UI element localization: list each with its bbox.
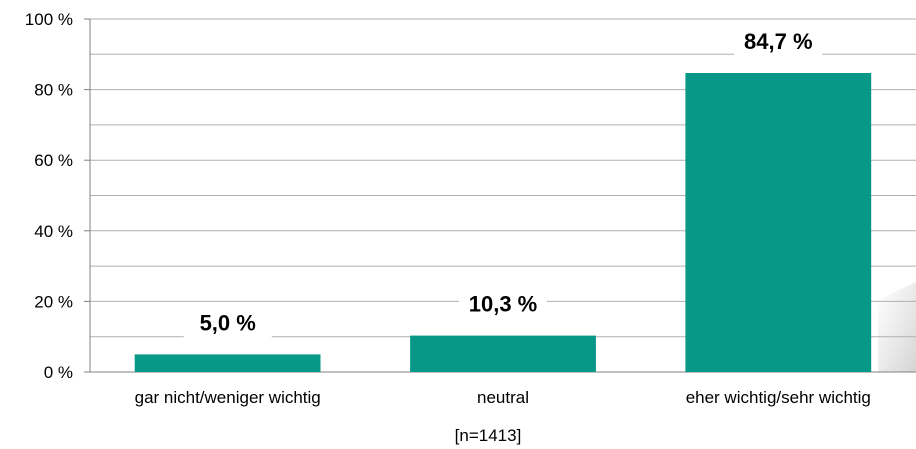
y-tick-label-4: 80 % bbox=[34, 81, 73, 100]
data-label-1: 10,3 % bbox=[469, 292, 538, 317]
data-label-0: 5,0 % bbox=[200, 310, 256, 335]
plot-decoration bbox=[878, 282, 916, 372]
bar-2 bbox=[685, 73, 872, 372]
sample-size-note: [n=1413] bbox=[455, 426, 522, 445]
y-tick-label-0: 0 % bbox=[44, 363, 73, 382]
y-tick-label-1: 20 % bbox=[34, 292, 73, 311]
data-label-box-2 bbox=[734, 25, 823, 57]
data-label-box-0 bbox=[183, 306, 272, 339]
plot-shadow bbox=[878, 282, 916, 372]
data-label-2: 84,7 % bbox=[744, 29, 813, 54]
y-tick-label-2: 40 % bbox=[34, 222, 73, 241]
category-label-2: eher wichtig/sehr wichtig bbox=[686, 388, 871, 407]
bar-0 bbox=[134, 354, 321, 372]
bars bbox=[134, 73, 872, 372]
category-label-0: gar nicht/weniger wichtig bbox=[135, 388, 321, 407]
y-tick-label-5: 100 % bbox=[25, 10, 73, 29]
data-label-box-1 bbox=[459, 287, 547, 320]
category-label-1: neutral bbox=[477, 388, 529, 407]
y-tick-label-3: 60 % bbox=[34, 151, 73, 170]
labels: 0 % 20 % 40 % 60 % 80 % 100 % 5,0 % gar nicht/w… bbox=[25, 10, 871, 407]
bar-1 bbox=[410, 335, 596, 372]
